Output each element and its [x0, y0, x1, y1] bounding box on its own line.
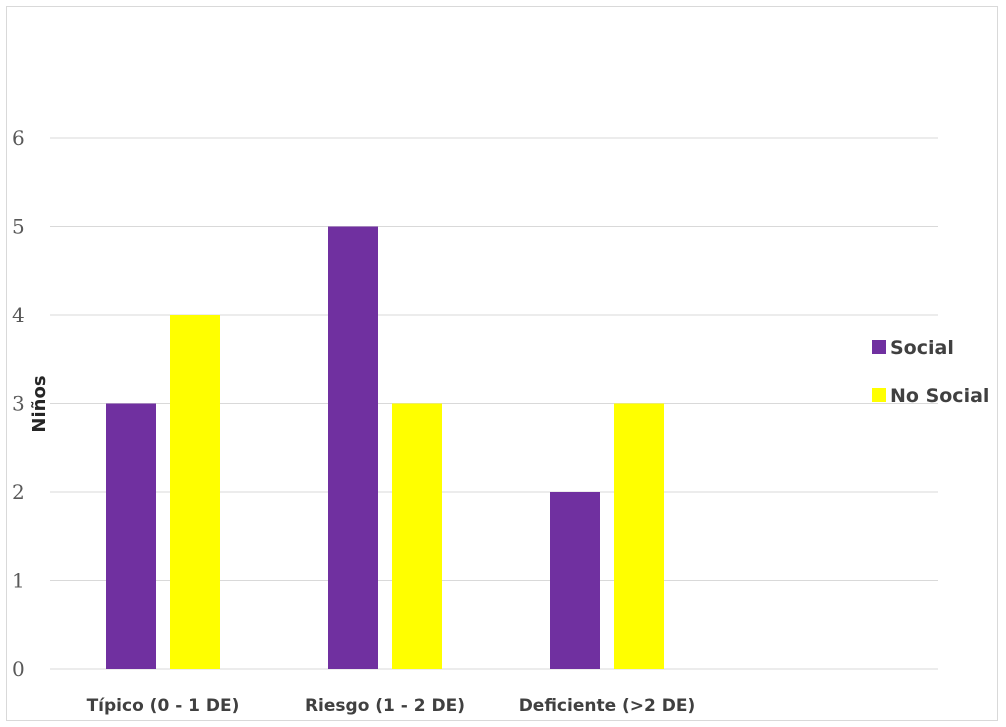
legend-label-no-social: No Social	[890, 385, 989, 407]
bar-social-2	[550, 492, 600, 669]
bar-social-0	[106, 403, 156, 669]
y-tick-label-0: 0	[12, 657, 25, 681]
x-category-label-0: Típico (0 - 1 DE)	[87, 696, 240, 716]
y-axis-ticks: 0 1 2 3 4 5 6	[12, 126, 25, 681]
y-tick-label-4: 4	[12, 303, 25, 327]
legend-swatch-no-social	[872, 388, 886, 402]
y-tick-label-2: 2	[12, 480, 25, 504]
bar-no-social-0	[170, 315, 220, 669]
bars	[106, 226, 664, 669]
y-tick-label-6: 6	[12, 126, 25, 150]
bar-no-social-1	[392, 403, 442, 669]
y-tick-label-1: 1	[12, 569, 25, 593]
legend-label-social: Social	[890, 337, 954, 359]
legend: Social No Social	[872, 337, 989, 407]
bar-no-social-2	[614, 403, 664, 669]
x-axis-categories: Típico (0 - 1 DE) Riesgo (1 - 2 DE) Defici…	[87, 696, 696, 716]
x-category-label-1: Riesgo (1 - 2 DE)	[305, 696, 465, 716]
y-axis-label: Niños	[29, 375, 50, 432]
y-tick-label-5: 5	[12, 215, 25, 239]
x-category-label-2: Deficiente (>2 DE)	[519, 696, 696, 716]
legend-swatch-social	[872, 340, 886, 354]
bar-social-1	[328, 226, 378, 669]
y-tick-label-3: 3	[12, 392, 25, 416]
